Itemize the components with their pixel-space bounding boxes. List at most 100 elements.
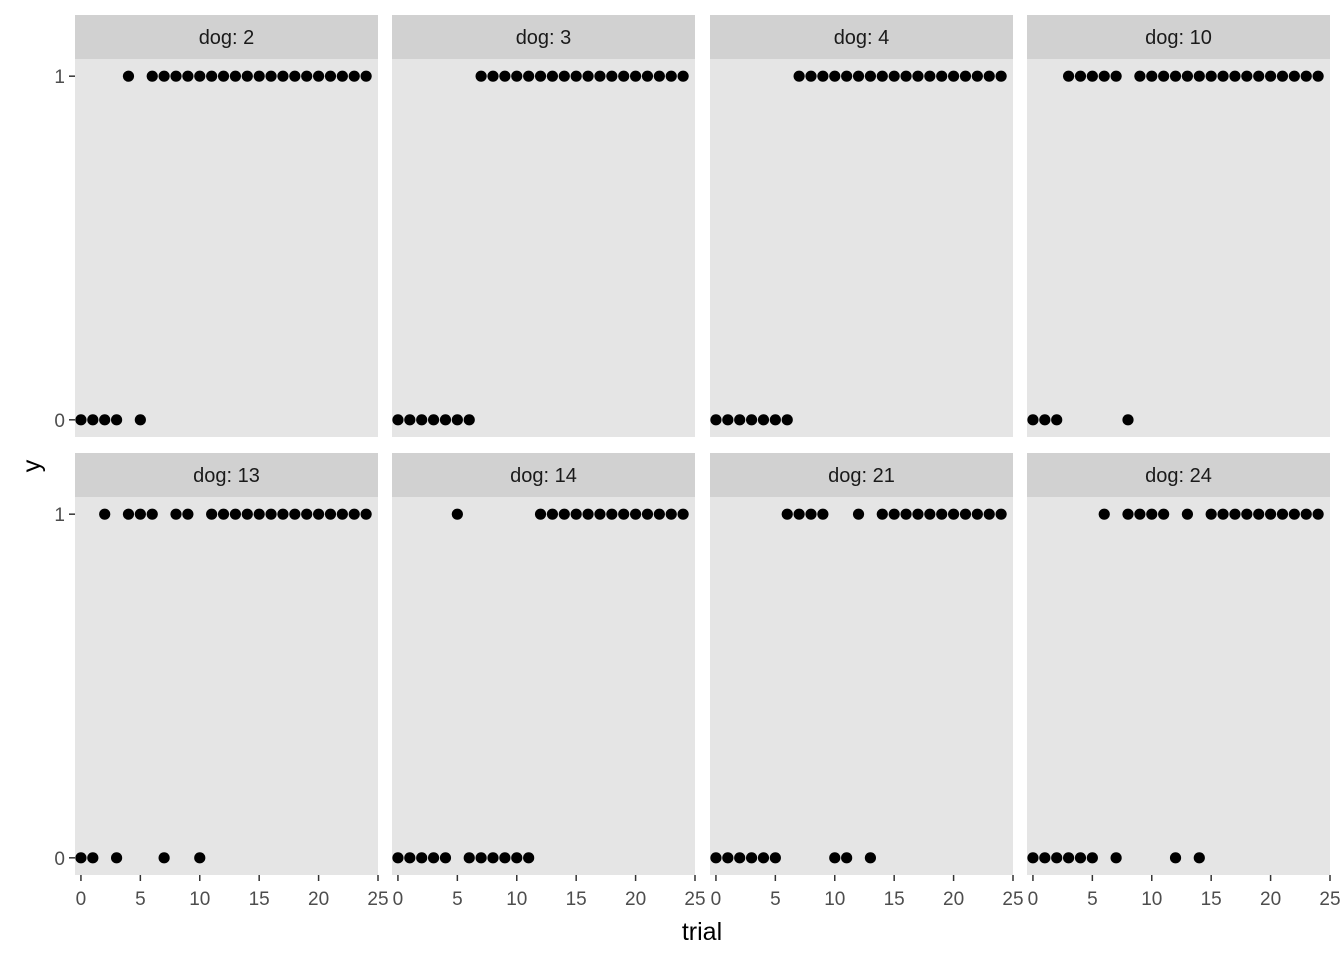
data-point [665, 508, 677, 520]
data-point [888, 70, 900, 82]
data-point [1158, 508, 1170, 520]
data-point [888, 508, 900, 520]
data-point [1288, 508, 1300, 520]
data-point [1169, 70, 1182, 82]
data-point [677, 508, 689, 520]
data-point [392, 852, 404, 864]
x-tick-label: 20 [1260, 889, 1281, 910]
data-point [947, 508, 960, 520]
panel-background [710, 59, 1013, 437]
facet-strip-label: dog: 2 [199, 27, 255, 49]
data-point [427, 852, 440, 864]
data-point [722, 852, 734, 864]
facet-panel-dog-21: dog: 21 [710, 453, 1013, 875]
facet-strip [392, 15, 695, 59]
data-point [1181, 508, 1194, 520]
facet-strip [75, 453, 378, 497]
facet-strip-label: dog: 10 [1145, 27, 1212, 49]
data-point [805, 70, 817, 82]
x-tick-label: 5 [770, 889, 781, 910]
data-point [439, 852, 452, 864]
data-point [289, 70, 301, 82]
data-point [817, 508, 829, 520]
data-point [265, 508, 277, 520]
data-point [1229, 70, 1241, 82]
panel-background [75, 497, 378, 875]
data-point [194, 70, 206, 82]
data-point [134, 414, 146, 426]
data-point [995, 508, 1007, 520]
data-point [463, 414, 475, 426]
data-point [523, 70, 535, 82]
data-point [653, 70, 665, 82]
data-point [534, 70, 547, 82]
data-point [360, 70, 372, 82]
facet-strip-label: dog: 13 [193, 465, 260, 487]
y-axes: 0 1 0 1 [54, 67, 75, 870]
data-point [229, 508, 242, 520]
data-point [570, 70, 582, 82]
data-point [301, 70, 313, 82]
data-point [594, 508, 606, 520]
x-tick-label: 5 [135, 889, 146, 910]
data-point [1312, 508, 1324, 520]
data-point [864, 70, 877, 82]
panel-background [710, 497, 1013, 875]
data-point [87, 852, 99, 864]
data-point [427, 414, 440, 426]
data-point [653, 508, 665, 520]
data-point [1158, 70, 1170, 82]
data-point [900, 70, 912, 82]
data-point [1241, 508, 1253, 520]
data-point [983, 70, 995, 82]
data-point [606, 70, 618, 82]
data-point [206, 70, 218, 82]
facet-panel-dog-2: dog: 2 [75, 15, 378, 437]
data-point [912, 70, 924, 82]
data-point [710, 852, 722, 864]
data-point [336, 70, 348, 82]
data-point [1181, 70, 1194, 82]
data-point [253, 508, 265, 520]
data-point [404, 414, 416, 426]
data-point [606, 508, 618, 520]
x-tick-label: 0 [393, 889, 404, 910]
data-point [1229, 508, 1241, 520]
data-point [570, 508, 582, 520]
data-point [87, 414, 99, 426]
data-point [122, 508, 135, 520]
data-point [876, 508, 888, 520]
data-point [348, 508, 360, 520]
data-point [1086, 852, 1098, 864]
data-point [971, 508, 983, 520]
x-tick-label: 15 [249, 889, 270, 910]
data-point [1146, 70, 1158, 82]
data-point [817, 70, 829, 82]
data-point [936, 508, 948, 520]
x-tick-label: 0 [76, 889, 87, 910]
data-point [1288, 70, 1300, 82]
data-point [734, 414, 746, 426]
data-point [582, 70, 594, 82]
data-point [182, 70, 194, 82]
data-point [641, 70, 654, 82]
data-point [265, 70, 277, 82]
data-point [451, 508, 463, 520]
data-point [1134, 508, 1146, 520]
data-point [229, 70, 242, 82]
data-point [1253, 508, 1265, 520]
data-point [677, 70, 689, 82]
data-point [158, 70, 170, 82]
x-tick-label: 10 [824, 889, 845, 910]
data-point [745, 852, 758, 864]
panel-background [75, 59, 378, 437]
x-tick-label: 0 [1028, 889, 1039, 910]
data-point [769, 852, 781, 864]
x-tick-label: 10 [506, 889, 527, 910]
data-point [1074, 70, 1087, 82]
data-point [924, 70, 936, 82]
data-point [1300, 70, 1312, 82]
data-point [348, 70, 360, 82]
data-point [1264, 508, 1277, 520]
data-point [511, 852, 523, 864]
